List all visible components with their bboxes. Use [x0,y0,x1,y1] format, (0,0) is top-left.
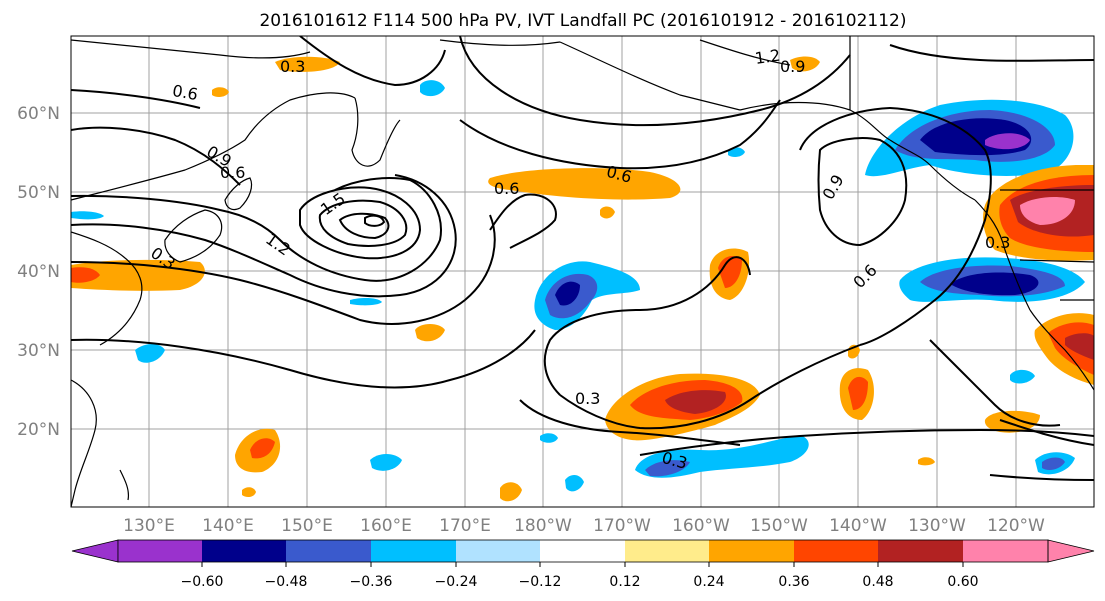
lon-labels: 130°E 140°E 150°E 160°E 170°E 180°W 170°… [123,516,1045,536]
colorbar-tick-label: 0.60 [947,574,978,590]
colorbar-tick-label: −0.24 [435,574,478,590]
colorbar-extend-min [71,539,119,563]
lon-label: 170°W [593,516,651,536]
lon-label: 160°W [672,516,730,536]
colorbar-segment [963,540,1048,562]
colorbar-segment [625,540,709,562]
lon-label: 180°W [514,516,572,536]
colorbar-segment [286,540,371,562]
contour-label: 1.2 [754,46,782,68]
colorbar-tick-label: 0.12 [609,574,640,590]
colorbar-tick-label: −0.48 [265,574,308,590]
lon-label: 130°E [123,516,175,536]
colorbar [71,539,1095,567]
colorbar-ticks: −0.60 −0.48 −0.36 −0.24 −0.12 0.12 0.24 … [181,574,979,590]
lat-label: 30°N [17,341,60,361]
ivt-shading [71,56,1094,502]
lon-label: 130°W [908,516,966,536]
contour-label: 0.9 [780,57,805,76]
colorbar-tick-label: −0.60 [181,574,224,590]
map-panel: 0.3 0.6 0.9 1.2 1.5 0.3 0.6 1.2 0.9 0.6 … [70,35,1095,508]
lon-label: 150°W [750,516,808,536]
lat-label: 60°N [17,104,60,124]
contour-label: 0.6 [171,81,199,104]
lat-label: 40°N [17,262,60,282]
colorbar-tick-label: 0.48 [862,574,893,590]
contour-label: 0.3 [280,57,305,76]
colorbar-tick-label: −0.36 [350,574,393,590]
contour-label: 0.6 [494,179,519,198]
contour-label: 0.6 [220,163,245,182]
colorbar-tick-label: 0.24 [693,574,724,590]
colorbar-segment [878,540,963,562]
lat-label: 20°N [17,420,60,440]
colorbar-segment [794,540,878,562]
colorbar-tick-label: 0.36 [778,574,809,590]
colorbar-segment [202,540,286,562]
lon-label: 170°E [439,516,491,536]
colorbar-segment [709,540,794,562]
lon-label: 150°E [281,516,333,536]
contour-label: 0.3 [985,233,1010,252]
colorbar-segment [540,540,625,562]
lon-label: 140°E [202,516,254,536]
colorbar-tick-label: −0.12 [519,574,562,590]
colorbar-extend-max [1047,539,1095,563]
lat-labels: 60°N 50°N 40°N 30°N 20°N [17,104,60,440]
map-title: 2016101612 F114 500 hPa PV, IVT Landfall… [259,11,906,31]
lon-label: 160°E [360,516,412,536]
lon-label: 120°W [987,516,1045,536]
pv-contours [71,36,1094,481]
coastlines [71,36,1094,507]
lat-label: 50°N [17,183,60,203]
lon-label: 140°W [829,516,887,536]
colorbar-outline [117,539,1049,563]
contour-label: 0.3 [575,389,600,408]
colorbar-segment [456,540,540,562]
map-frame [70,35,1095,508]
colorbar-segment [371,540,456,562]
colorbar-segment [118,540,202,562]
